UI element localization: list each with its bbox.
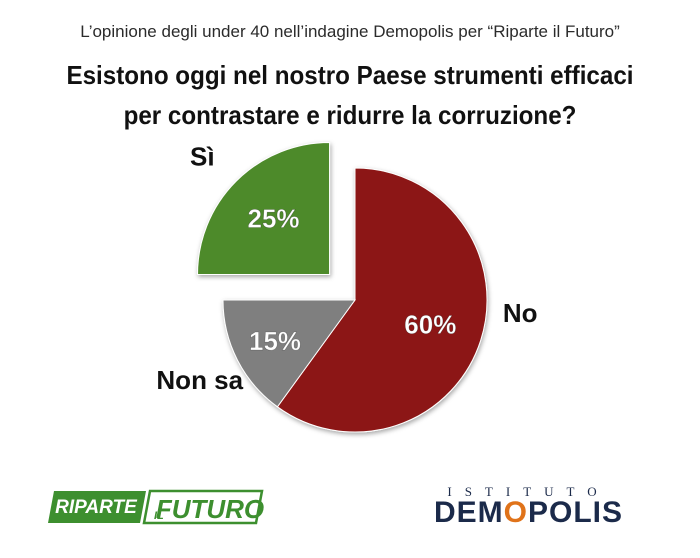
slice-category-label: Sì [190, 141, 215, 171]
question-title-line-1: Esistono oggi nel nostro Paese strumenti… [66, 60, 634, 90]
pie-slice-no [276, 167, 488, 433]
riparte-il-futuro-logo: RIPARTE IL FUTURO [48, 489, 268, 530]
istituto-word: ISTITUTO [447, 484, 610, 499]
question-title-line-2: per contrastare e ridurre la corruzione? [123, 100, 577, 130]
demopolis-word: DEMOPOLIS [433, 496, 624, 529]
slice-value-label: 15% [249, 326, 301, 356]
slice-category-label: Non sa [156, 365, 243, 395]
slice-value-label: 25% [248, 204, 300, 234]
futuro-word: FUTURO [156, 494, 264, 524]
pie-slice-si [197, 142, 331, 276]
pie-slice-non-sa [222, 299, 356, 408]
il-word: IL [154, 510, 164, 522]
demopolis-logo: ISTITUTO DEMOPOLIS [396, 484, 661, 534]
slice-value-label: 60% [404, 309, 456, 339]
survey-subtitle: L’opinione degli under 40 nell’indagine … [80, 22, 620, 41]
slice-category-label: No [503, 298, 538, 328]
riparte-word: RIPARTE [55, 497, 138, 518]
